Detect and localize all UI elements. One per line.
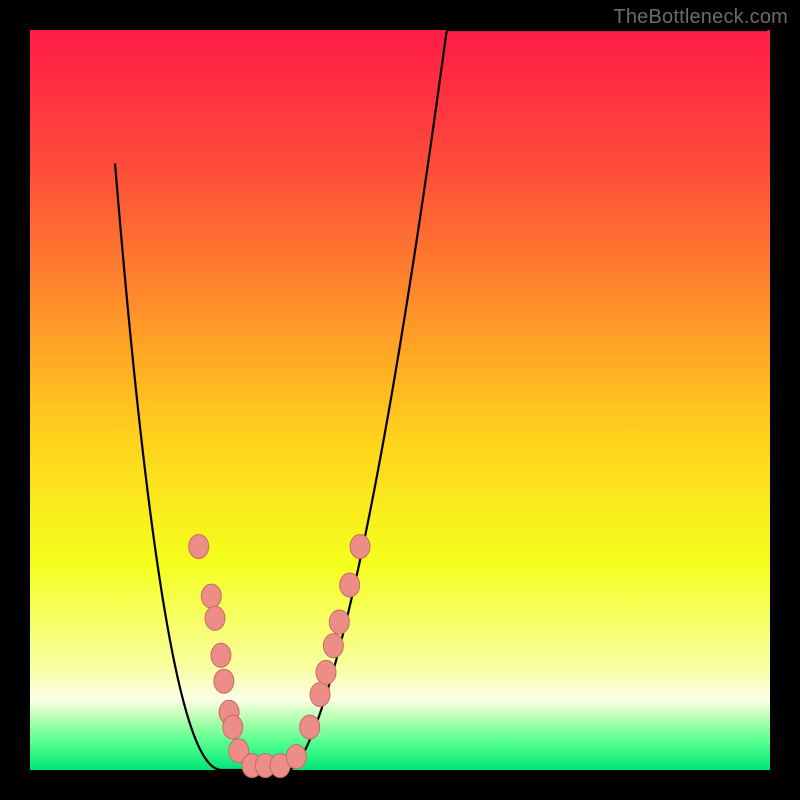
data-marker — [340, 573, 360, 597]
chart-svg — [0, 0, 800, 800]
data-marker — [316, 660, 336, 684]
data-marker — [205, 606, 225, 630]
data-marker — [323, 634, 343, 658]
data-marker — [189, 535, 209, 559]
data-marker — [350, 535, 370, 559]
data-marker — [310, 683, 330, 707]
data-marker — [300, 715, 320, 739]
plot-background — [30, 30, 770, 770]
bottleneck-chart — [0, 0, 800, 800]
data-marker — [211, 643, 231, 667]
data-marker — [214, 669, 234, 693]
data-marker — [201, 584, 221, 608]
data-marker — [329, 610, 349, 634]
data-marker — [286, 745, 306, 769]
data-marker — [223, 715, 243, 739]
